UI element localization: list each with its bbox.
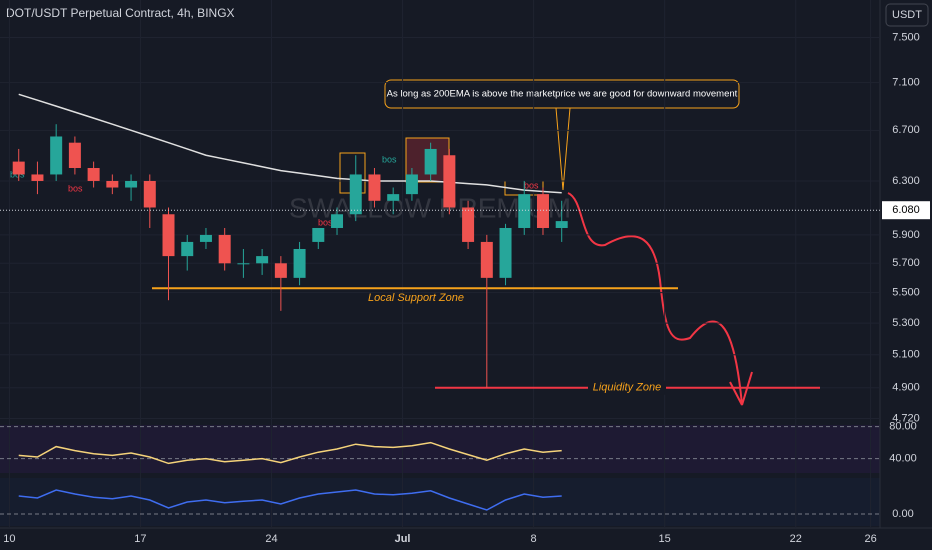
callout-box <box>384 79 740 109</box>
candle-body <box>125 180 138 188</box>
last-price-box <box>882 201 930 220</box>
y-tick-label: 7.100 <box>892 77 920 89</box>
candle-body <box>12 161 25 175</box>
rsi-line <box>18 441 562 465</box>
last-price-label: 6.080 <box>892 204 920 216</box>
support-label: Local Support Zone <box>368 292 464 304</box>
y-tick-label: 5.300 <box>892 317 920 329</box>
y-tick-label: 5.900 <box>892 229 920 241</box>
x-tick-label: Jul <box>395 533 411 545</box>
y-tick-label: 6.700 <box>892 124 920 136</box>
candle-body <box>443 155 456 208</box>
candle-body <box>349 174 362 215</box>
candle-body <box>31 174 44 181</box>
candle-body <box>536 194 549 228</box>
candle-body <box>405 174 418 195</box>
ema200 <box>18 93 562 194</box>
candle-body <box>424 148 437 175</box>
y-tick-label: 5.700 <box>892 257 920 269</box>
candle-body <box>518 194 531 228</box>
candle-body <box>162 214 175 257</box>
candle-body <box>368 174 381 201</box>
osc-line <box>18 489 562 511</box>
currency-button[interactable] <box>885 3 929 27</box>
candle-body <box>293 248 306 278</box>
candle-body <box>181 241 194 257</box>
callout-text: As long as 200EMA is above the marketpri… <box>387 89 738 100</box>
y-tick-label: 4.720 <box>892 412 920 424</box>
candle-body <box>274 263 287 278</box>
candle-body <box>143 180 156 208</box>
x-tick-label: 17 <box>134 533 146 545</box>
osc-pane <box>0 478 880 526</box>
liquidity-label: Liquidity Zone <box>593 382 662 394</box>
candle-body <box>387 194 400 201</box>
x-tick-label: 8 <box>531 533 537 545</box>
candle-body <box>331 214 344 228</box>
candle-body <box>50 136 63 175</box>
y-tick-label: 4.900 <box>892 382 920 394</box>
candle-body <box>218 234 231 264</box>
candle-body <box>68 142 81 169</box>
pane-tick-label: 0.00 <box>892 508 913 520</box>
pane-tick-label: 80.00 <box>889 421 917 433</box>
x-tick-label: 26 <box>865 533 877 545</box>
chart-title: DOT/USDT Perpetual Contract, 4h, BINGX <box>6 6 235 20</box>
x-tick-label: 10 <box>3 533 15 545</box>
projection <box>567 192 753 406</box>
currency[interactable]: USDT <box>892 9 922 21</box>
candle-body <box>555 221 568 228</box>
x-tick-label: 24 <box>265 533 277 545</box>
y-tick-label: 5.100 <box>892 349 920 361</box>
label-bg <box>588 380 666 395</box>
candle-body <box>256 256 269 264</box>
candle-body <box>237 263 250 265</box>
bos-label: bos <box>68 183 83 193</box>
candle-body <box>462 207 475 242</box>
callout-pointer <box>555 107 571 191</box>
candle-body <box>499 227 512 278</box>
y-tick-label: 5.500 <box>892 287 920 299</box>
bos-label: bos <box>382 154 397 164</box>
candle-body <box>106 180 119 188</box>
candle-body <box>312 227 325 242</box>
y-tick-label: 7.500 <box>892 31 920 43</box>
candle-body <box>480 241 493 278</box>
bos-label: bos <box>318 217 333 227</box>
bos-label: bos <box>524 180 539 190</box>
y-tick-label: 6.300 <box>892 175 920 187</box>
x-tick-label: 22 <box>790 533 802 545</box>
pane-tick-label: 40.00 <box>889 453 917 465</box>
x-tick-label: 15 <box>659 533 671 545</box>
rsi-pane <box>0 425 880 473</box>
candle-body <box>87 168 100 181</box>
candle-body <box>199 234 212 242</box>
